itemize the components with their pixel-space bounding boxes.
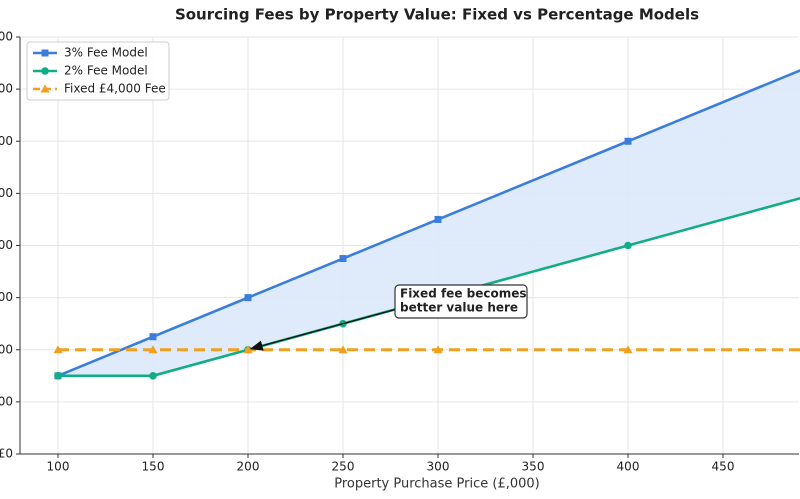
y-tick-label: £12,000 (0, 134, 13, 148)
x-tick-label: 200 (237, 460, 260, 474)
x-tick-label: 150 (142, 460, 165, 474)
legend-label: Fixed £4,000 Fee (64, 82, 166, 96)
marker (149, 372, 157, 380)
annotation-box (394, 284, 528, 319)
marker (53, 345, 63, 354)
marker (338, 345, 348, 354)
x-axis-label: Property Purchase Price (£,000) (334, 477, 540, 492)
x-tick-label: 300 (427, 460, 450, 474)
x-tick-label: 250 (332, 460, 355, 474)
marker (149, 333, 157, 341)
y-tick-label: £16,000 (0, 30, 13, 44)
x-tick-label: 400 (617, 460, 640, 474)
legend-marker (40, 84, 50, 93)
marker (243, 345, 253, 354)
marker (148, 345, 158, 354)
annotation-text: better value here (400, 301, 518, 315)
legend-marker (41, 49, 49, 57)
marker (433, 345, 443, 354)
legend-label: 3% Fee Model (64, 46, 148, 60)
y-tick-label: £10,000 (0, 186, 13, 200)
legend: 3% Fee Model 2% Fee Model Fixed £4,000 Fee (26, 41, 170, 101)
plot-area (53, 69, 800, 380)
y-tick-label: £8,000 (0, 238, 13, 252)
legend-marker (41, 67, 49, 75)
annotation-arrow (249, 308, 398, 351)
x-tick-label: 100 (47, 460, 70, 474)
axes: £0 £2,000 £4,000 £6,000 £8,000 £10,000 £12,000… (0, 30, 799, 474)
y-tick-label: £6,000 (0, 290, 13, 304)
marker (624, 241, 632, 250)
marker (624, 137, 632, 145)
legend-box (26, 41, 170, 101)
annotation-text: Fixed fee becomes (400, 287, 527, 301)
x-tick-label: 350 (522, 460, 545, 474)
overlay: 3% Fee Model 2% Fee Model Fixed £4,000 Fee… (26, 41, 528, 351)
marker (244, 294, 252, 302)
marker (434, 215, 442, 223)
marker (54, 372, 62, 380)
marker (623, 345, 633, 354)
marker (339, 255, 347, 263)
x-tick-label: 450 (712, 460, 735, 474)
legend-label: 2% Fee Model (64, 64, 148, 78)
y-tick-label: £0 (0, 447, 13, 461)
y-tick-label: £2,000 (0, 394, 13, 408)
y-tick-label: £14,000 (0, 82, 13, 96)
chart-title: Sourcing Fees by Property Value: Fixed v… (175, 6, 699, 24)
y-tick-label: £4,000 (0, 342, 13, 356)
